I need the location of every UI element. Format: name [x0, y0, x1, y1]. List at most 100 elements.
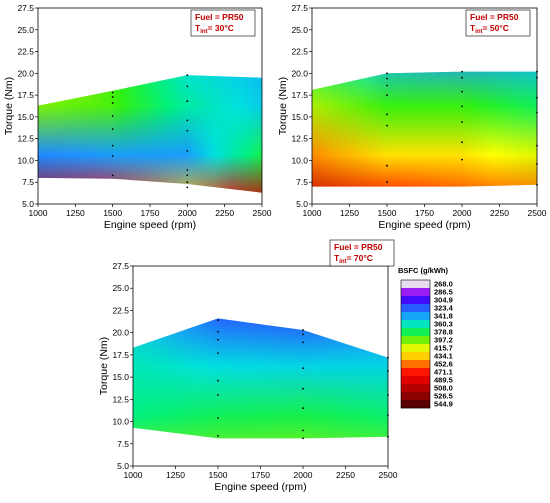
x-tick-label: 1000: [29, 208, 48, 218]
y-tick-label: 20.0: [291, 68, 308, 78]
y-axis-label: Torque (Nm): [3, 77, 15, 135]
contour-strip: [450, 71, 456, 187]
contour-strip: [131, 75, 136, 193]
colorbar-band: [401, 296, 430, 305]
contour-strip: [286, 318, 291, 439]
x-tick-label: 1250: [66, 208, 85, 218]
y-tick-label: 17.5: [17, 90, 34, 100]
contour-plot-area: [38, 75, 262, 193]
contour-strip: [243, 318, 249, 439]
x-axis-ticks: 1000 1250 1500 1750 2000 2250 2500: [303, 204, 547, 218]
contour-strip: [123, 75, 129, 193]
contour-strip: [179, 318, 185, 439]
colorbar-tick-label: 378.8: [434, 328, 453, 337]
colorbar-band: [401, 368, 430, 377]
y-tick-label: 5.0: [22, 199, 34, 209]
contour-strip: [196, 318, 202, 439]
data-point: [111, 128, 114, 131]
contour-strip: [175, 318, 181, 439]
contour-strip: [201, 318, 206, 439]
y-tick-label: 17.5: [112, 350, 129, 360]
colorbar-band: [401, 352, 430, 361]
colorbar-band: [401, 400, 430, 409]
contour-strip: [405, 71, 411, 187]
contour-strip: [507, 71, 512, 187]
colorbar-band: [401, 336, 430, 345]
contour-strip: [141, 318, 147, 439]
contour-strip: [138, 75, 144, 193]
y-tick-label: 22.5: [17, 47, 34, 57]
x-tick-label: 2500: [528, 208, 547, 218]
data-point: [217, 434, 219, 437]
colorbar-band: [401, 320, 430, 329]
contour-strip: [183, 75, 188, 193]
y-tick-label: 10.0: [112, 417, 129, 427]
data-point: [217, 319, 219, 322]
contour-strip: [264, 318, 270, 439]
contour-strip: [349, 318, 355, 439]
contour-strip: [383, 71, 388, 187]
contour-strip: [480, 71, 486, 187]
colorbar-band: [401, 328, 430, 337]
contour-strip: [256, 318, 262, 439]
y-axis-ticks: 5.0 7.5 10.0 12.5 15.0 17.5 20.0 22.5 25.0 27.5: [291, 3, 312, 209]
x-tick-label: 1250: [340, 208, 359, 218]
contour-strip: [364, 71, 369, 187]
contour-strip: [417, 71, 422, 187]
contour-strip: [105, 75, 110, 193]
contour-strip: [435, 71, 441, 187]
contour-strip: [260, 318, 266, 439]
contour-strip: [142, 75, 147, 193]
contour-strip: [492, 71, 497, 187]
measurement-points: [217, 319, 389, 440]
x-tick-label: 2250: [336, 470, 355, 480]
colorbar-band: [401, 344, 430, 353]
contour-strip: [64, 75, 69, 193]
contour-strip: [402, 71, 407, 187]
data-point: [217, 352, 219, 354]
contour-strip: [112, 75, 117, 193]
contour-strip: [243, 75, 248, 193]
data-point: [217, 379, 219, 382]
contour-strip: [307, 318, 313, 439]
y-tick-label: 10.0: [17, 155, 34, 165]
contour-strip: [473, 71, 478, 187]
contour-strip: [86, 75, 91, 193]
data-point: [186, 174, 189, 177]
contour-strip: [328, 318, 334, 439]
colorbar-tick-label: 434.1: [434, 352, 453, 361]
x-tick-label: 1250: [166, 470, 185, 480]
y-axis-ticks: 5.0 7.5 10.0 12.5 15.0 17.5 20.0 22.5 25.0 27.5: [17, 3, 38, 209]
data-point: [111, 155, 114, 158]
contour-strip: [294, 318, 300, 439]
x-tick-label: 1000: [303, 208, 322, 218]
contour-strip: [371, 318, 376, 439]
contour-strip: [375, 71, 381, 187]
data-point: [461, 105, 463, 108]
contour-strip: [345, 318, 351, 439]
contour-strip: [379, 71, 384, 187]
contour-strip: [52, 75, 58, 193]
contour-strip: [533, 71, 537, 187]
data-point: [186, 169, 189, 171]
contour-strip: [258, 75, 262, 193]
contour-strip: [334, 71, 339, 187]
data-point: [386, 181, 388, 184]
contour-strip: [187, 75, 192, 193]
x-axis-ticks: 1000 1250 1500 1750 2000 2250 2500: [124, 466, 398, 480]
contour-strip: [108, 75, 114, 193]
contour-strip: [420, 71, 426, 187]
contour-strip: [332, 318, 338, 439]
data-point: [186, 85, 189, 88]
data-point: [111, 174, 114, 177]
data-point: [302, 437, 304, 440]
x-tick-label: 1750: [251, 470, 270, 480]
contour-strip: [67, 75, 73, 193]
data-point: [302, 333, 304, 336]
contour-strip: [458, 71, 463, 187]
colorbar-tick-label: 544.9: [434, 400, 453, 409]
contour-strip: [311, 318, 317, 439]
y-tick-label: 17.5: [291, 90, 308, 100]
contour-strip: [341, 318, 347, 439]
contour-strip: [514, 71, 519, 187]
